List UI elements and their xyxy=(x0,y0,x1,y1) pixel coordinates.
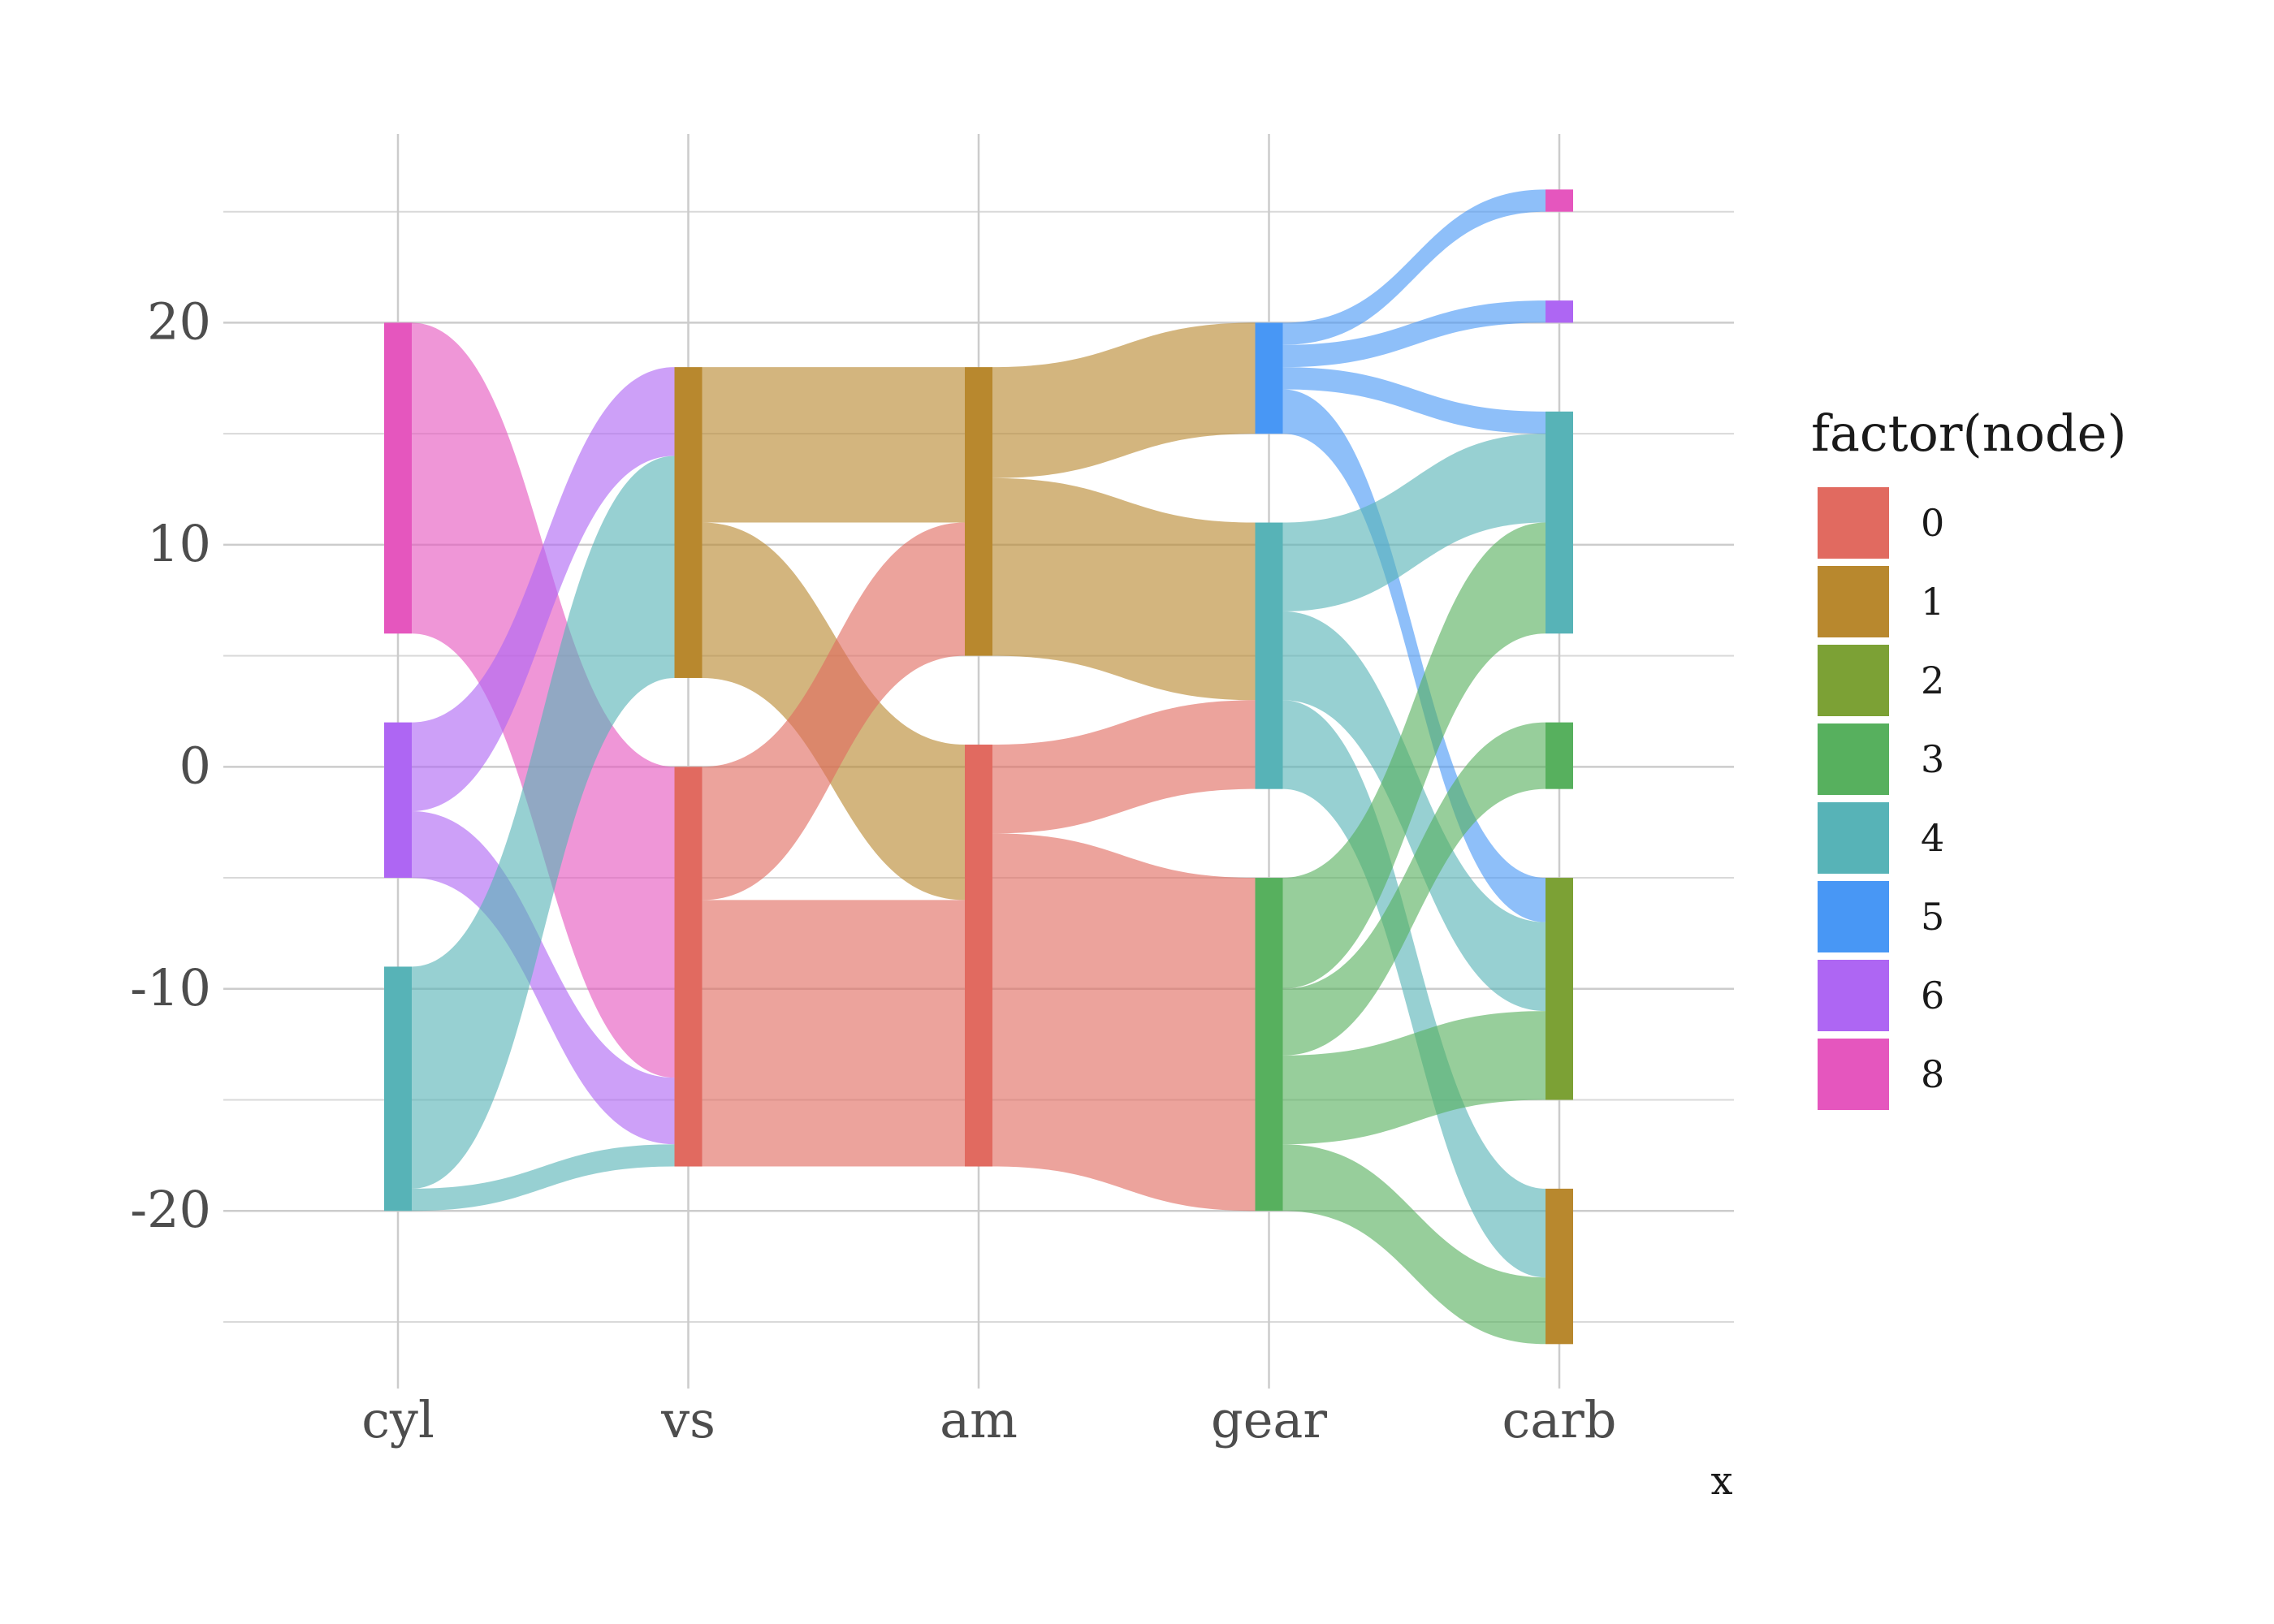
flow-gear-carb-17 xyxy=(1282,434,1546,611)
flow-am-gear-12 xyxy=(992,833,1256,1212)
legend-swatch-2 xyxy=(1818,645,1889,716)
y-tick-label: 10 xyxy=(147,514,211,573)
node-carb-2 xyxy=(1546,878,1573,1100)
node-am-0 xyxy=(965,744,992,1167)
y-tick-label: 0 xyxy=(179,736,211,795)
flow-gear-carb-15 xyxy=(1282,367,1546,434)
node-gear-5 xyxy=(1255,322,1283,434)
flow-gear-carb-22 xyxy=(1282,1011,1546,1145)
x-tick-label-cyl: cyl xyxy=(361,1390,434,1449)
legend-swatch-5 xyxy=(1818,881,1889,952)
legend-swatch-6 xyxy=(1818,960,1889,1031)
flows xyxy=(412,189,1546,1345)
node-cyl-4 xyxy=(384,966,412,1212)
flow-gear-carb-19 xyxy=(1282,700,1546,1278)
legend-title: factor(node) xyxy=(1811,404,2127,463)
legend-label-4: 4 xyxy=(1921,816,1944,860)
node-carb-8 xyxy=(1546,189,1573,212)
flow-cyl-vs-1 xyxy=(412,367,675,812)
flow-vs-am-5 xyxy=(702,367,965,523)
node-carb-6 xyxy=(1546,300,1573,323)
node-cyl-8 xyxy=(384,322,412,634)
flow-gear-carb-20 xyxy=(1282,522,1546,989)
flow-cyl-vs-3 xyxy=(412,456,675,1189)
legend-swatch-3 xyxy=(1818,723,1889,795)
node-carb-1 xyxy=(1546,1188,1573,1345)
legend-swatch-0 xyxy=(1818,487,1889,559)
node-am-1 xyxy=(965,367,992,656)
flow-cyl-vs-4 xyxy=(412,1144,675,1212)
flow-vs-am-8 xyxy=(702,900,965,1167)
node-carb-3 xyxy=(1546,722,1573,789)
node-cyl-6 xyxy=(384,722,412,879)
x-tick-labels: cyl vs am gear carb xyxy=(361,1390,1616,1449)
legend-swatch-8 xyxy=(1818,1039,1889,1110)
node-carb-4 xyxy=(1546,411,1573,634)
flow-gear-carb-23 xyxy=(1282,1144,1546,1345)
node-vs-1 xyxy=(674,367,703,678)
flow-gear-carb-14 xyxy=(1282,300,1546,368)
legend-swatch-1 xyxy=(1818,566,1889,637)
flow-cyl-vs-2 xyxy=(412,811,675,1145)
x-tick-label-am: am xyxy=(940,1390,1018,1449)
flow-am-gear-9 xyxy=(992,322,1256,478)
node-vs-0 xyxy=(674,767,703,1167)
x-tick-label-carb: carb xyxy=(1502,1390,1616,1449)
nodes xyxy=(384,189,1573,1345)
flow-gear-carb-13 xyxy=(1282,189,1546,345)
legend-label-6: 6 xyxy=(1921,974,1944,1017)
legend: factor(node) 0 1 2 3 4 5 6 8 xyxy=(1811,404,2127,1110)
flow-am-gear-10 xyxy=(992,477,1256,701)
flow-am-gear-11 xyxy=(992,700,1256,834)
legend-label-2: 2 xyxy=(1921,659,1944,702)
flow-gear-carb-16 xyxy=(1282,389,1546,922)
node-gear-3 xyxy=(1255,878,1283,1212)
y-tick-label: -20 xyxy=(130,1180,211,1239)
x-tick-label-vs: vs xyxy=(660,1390,715,1449)
flow-gear-carb-21 xyxy=(1282,722,1546,1056)
y-tick-labels: 20 10 0 -10 -20 xyxy=(130,292,211,1239)
flow-vs-am-7 xyxy=(702,522,965,901)
legend-label-3: 3 xyxy=(1921,737,1944,781)
legend-label-0: 0 xyxy=(1921,501,1944,545)
legend-label-5: 5 xyxy=(1921,895,1944,939)
legend-label-8: 8 xyxy=(1921,1052,1944,1096)
legend-swatch-4 xyxy=(1818,802,1889,874)
x-tick-label-gear: gear xyxy=(1211,1390,1327,1449)
legend-label-1: 1 xyxy=(1921,580,1944,624)
flow-cyl-vs-0 xyxy=(412,322,675,1078)
y-tick-label: 20 xyxy=(147,292,211,351)
y-tick-label: -10 xyxy=(130,958,211,1017)
x-axis-title: x xyxy=(1710,1458,1732,1504)
node-gear-4 xyxy=(1255,522,1283,789)
